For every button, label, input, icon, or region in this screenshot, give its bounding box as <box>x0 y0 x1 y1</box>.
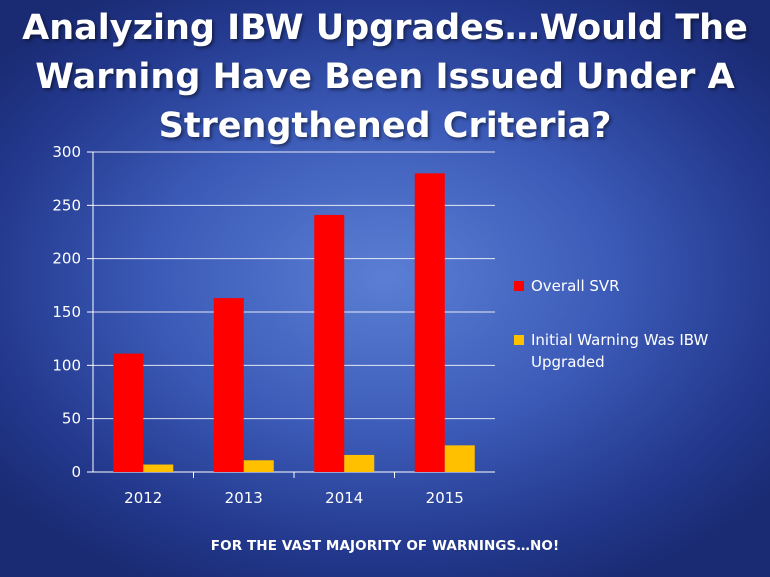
y-tick-label-150: 150 <box>52 303 81 321</box>
bar-overall-svr-2014 <box>314 214 345 472</box>
bars <box>113 173 475 473</box>
bar-ibw-upgraded-2013 <box>243 460 274 472</box>
y-tick-label-300: 300 <box>52 143 81 161</box>
legend-label-ibw-upgraded: Initial Warning Was IBW Upgraded <box>531 331 709 371</box>
bar-ibw-upgraded-2015 <box>444 445 475 472</box>
x-tick-label-2013: 2013 <box>225 489 263 507</box>
x-tick-label-2015: 2015 <box>426 489 464 507</box>
bar-ibw-upgraded-2014 <box>344 454 375 472</box>
slide-title: Analyzing IBW Upgrades…Would The Warning… <box>0 4 770 151</box>
x-tick-label-2012: 2012 <box>124 489 162 507</box>
legend-swatch-overall-svr <box>514 281 524 291</box>
title-line-3: Strengthened Criteria? <box>158 106 612 146</box>
slide-footer: FOR THE VAST MAJORITY OF WARNINGS…NO! <box>210 538 560 554</box>
bar-overall-svr-2015 <box>414 173 445 473</box>
legend: Overall SVR Initial Warning Was IBW Upgrad… <box>514 277 709 371</box>
bar-ibw-upgraded-2012 <box>143 464 174 472</box>
bar-overall-svr-2013 <box>213 298 244 472</box>
y-tick-label-100: 100 <box>52 356 81 374</box>
y-tick-label-250: 250 <box>52 196 81 214</box>
y-tick-label-0: 0 <box>71 463 81 481</box>
tick-labels: 0 50 100 150 200 250 300 2012 2013 2014 2015 <box>52 143 463 507</box>
y-tick-label-200: 200 <box>52 250 81 268</box>
legend-swatch-ibw-upgraded <box>514 335 524 345</box>
title-line-1: Analyzing IBW Upgrades…Would The <box>22 8 748 48</box>
legend-label-overall-svr: Overall SVR <box>531 277 620 295</box>
y-tick-label-50: 50 <box>62 410 81 428</box>
x-tick-label-2014: 2014 <box>325 489 363 507</box>
bar-overall-svr-2012 <box>113 353 144 472</box>
title-line-2: Warning Have Been Issued Under A <box>35 57 735 97</box>
